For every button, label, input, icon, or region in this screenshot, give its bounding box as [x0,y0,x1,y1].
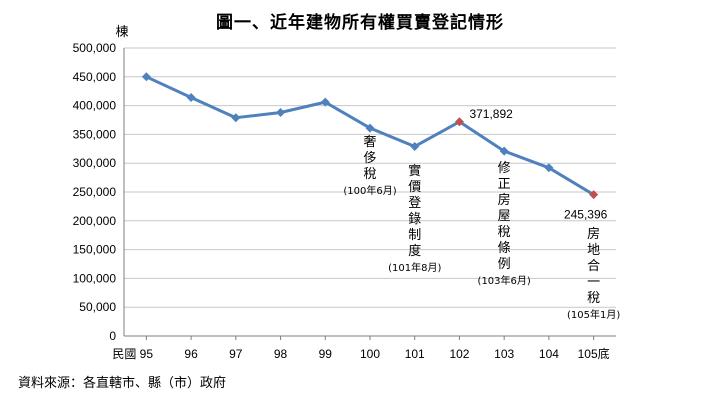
x-tick-label: 104 [539,347,559,361]
annotation-date: (100年6月) [343,184,396,197]
x-axis-prefix: 民國 [112,347,136,361]
annotation-char: 合 [587,259,600,274]
annotation-char: 條 [498,241,511,256]
annotation-char: 一 [587,275,600,290]
source-note: 資料來源：各直轄市、縣（市）政府 [18,376,227,391]
annotation-char: 制 [408,228,421,243]
chart-title: 圖一、近年建物所有權買賣登記情形 [216,13,504,33]
annotation-date: (105年1月) [567,308,620,321]
annotation-char: 實 [408,163,421,179]
data-point [231,113,241,123]
annotation-char: 稅 [363,167,376,182]
annotation-char: 度 [408,243,421,259]
data-label: 245,396 [564,208,608,222]
x-tick-label: 102 [449,347,469,361]
y-tick-label: 300,000 [73,156,117,170]
y-tick-label: 350,000 [73,127,117,141]
y-tick-label: 150,000 [73,243,117,257]
y-tick-label: 50,000 [79,300,116,314]
data-point [276,108,286,118]
x-tick-label: 103 [494,347,514,361]
y-axis-label: 棟 [115,25,128,40]
data-point [410,141,420,151]
y-tick-label: 450,000 [73,70,117,84]
annotation-char: 稅 [587,291,600,306]
x-tick-label: 105底 [578,346,610,361]
x-tick-label: 97 [229,347,243,361]
y-tick-label: 100,000 [73,271,117,285]
annotation-char: 錄 [408,212,421,227]
annotation-char: 正 [498,177,511,192]
annotation-date: (103年6月) [478,274,531,287]
annotation-char: 奢 [363,135,376,150]
x-tick-label: 101 [405,347,425,361]
annotation-char: 屋 [498,209,511,224]
data-point [141,72,151,82]
data-label: 371,892 [469,107,513,121]
annotation-char: 例 [498,257,511,272]
annotation-date: (101年8月) [388,261,441,274]
data-point [499,146,509,156]
annotation-char: 房 [587,226,600,242]
annotation-char: 侈 [363,151,376,166]
data-point [186,93,196,103]
data-point [320,97,330,107]
data-point [454,117,464,127]
x-tick-label: 98 [274,347,288,361]
y-tick-label: 400,000 [73,99,117,113]
annotation-char: 修 [498,161,511,176]
data-point [365,123,375,133]
x-tick-label: 99 [319,347,333,361]
data-point [589,190,599,200]
y-tick-label: 250,000 [73,185,117,199]
annotation-char: 價 [408,180,421,195]
annotation-char: 稅 [498,225,511,240]
x-tick-label: 100 [360,347,380,361]
annotation-char: 房 [498,192,511,208]
x-tick-label: 96 [184,347,198,361]
annotation-char: 登 [408,196,421,211]
x-tick-label: 95 [140,347,154,361]
data-point [544,163,554,173]
y-tick-label: 0 [109,329,116,343]
y-tick-label: 200,000 [73,214,117,228]
annotation-char: 地 [587,243,600,258]
y-tick-label: 500,000 [73,41,117,55]
